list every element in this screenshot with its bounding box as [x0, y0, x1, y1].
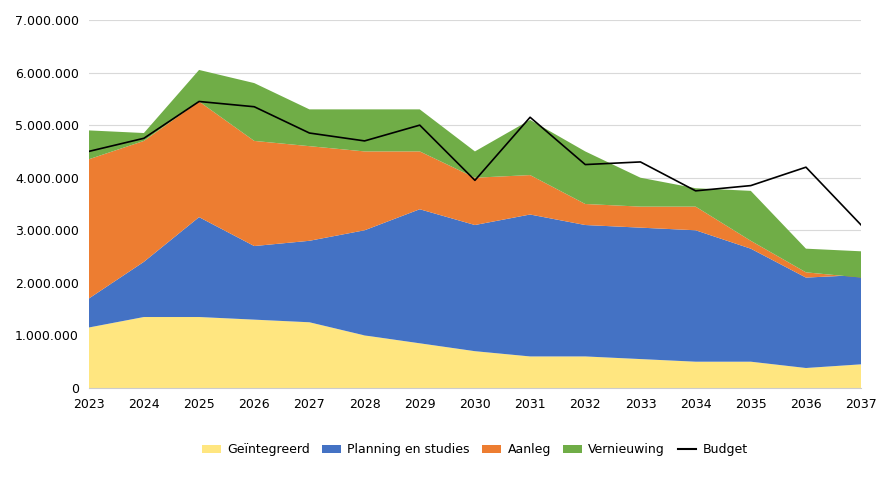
Legend: Geïntegreerd, Planning en studies, Aanleg, Vernieuwing, Budget: Geïntegreerd, Planning en studies, Aanle…: [197, 438, 753, 461]
